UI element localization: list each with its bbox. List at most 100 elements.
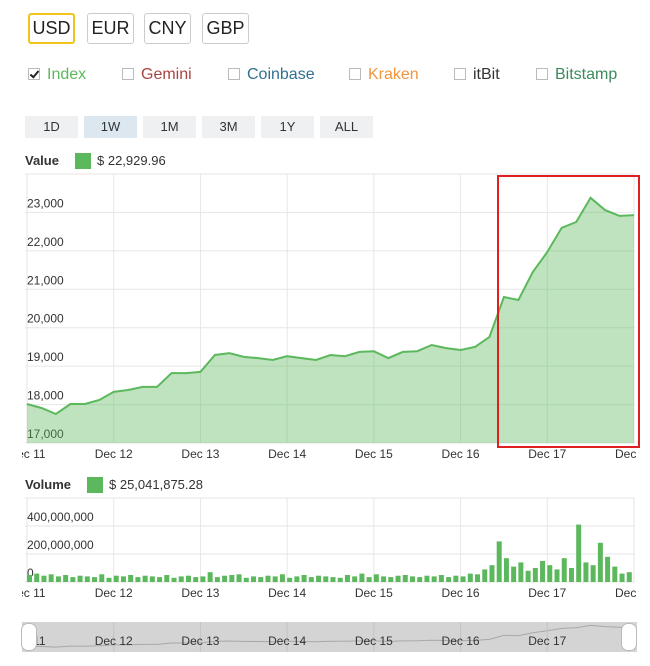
range-button[interactable]: 1Y (261, 116, 314, 138)
navigator-line (26, 624, 635, 648)
checkbox[interactable] (28, 68, 40, 80)
bar (207, 572, 213, 582)
navigator-handle[interactable] (621, 623, 637, 651)
x-tick-label: Dec 17 (528, 447, 566, 461)
range-button[interactable]: 1W (84, 116, 137, 138)
x-tick-label: Dec 18 (615, 586, 637, 600)
bar (496, 541, 502, 582)
bar (294, 576, 300, 582)
bar (77, 575, 83, 582)
bar (251, 576, 257, 582)
bar (135, 577, 141, 582)
legend-value: $ 22,929.96 (97, 153, 166, 168)
bar (214, 577, 220, 582)
range-button[interactable]: 1M (143, 116, 196, 138)
bar (482, 569, 488, 582)
checkbox[interactable] (454, 68, 466, 80)
exchange-label[interactable]: Gemini (141, 66, 192, 83)
bar (417, 577, 423, 582)
value-legend: Value (25, 153, 59, 169)
bar (258, 577, 264, 582)
checkbox[interactable] (228, 68, 240, 80)
currency-button[interactable]: CNY (144, 13, 191, 44)
y-tick-label: 17,000 (27, 427, 64, 441)
bar (467, 573, 473, 582)
bar (583, 562, 589, 582)
navigator-label: Dec 15 (355, 634, 393, 648)
legend-name: Value (25, 153, 59, 168)
legend-swatch (75, 153, 91, 169)
bar (287, 577, 293, 582)
range-button[interactable]: 1D (25, 116, 78, 138)
bar (409, 576, 415, 582)
y-tick-label: 21,000 (27, 273, 64, 287)
currency-button[interactable]: USD (28, 13, 75, 44)
bar (626, 572, 632, 582)
x-tick-label: Dec 13 (181, 447, 219, 461)
legend-name: Volume (25, 477, 71, 492)
bar (453, 575, 459, 582)
bar (395, 575, 401, 582)
bar (236, 574, 242, 582)
exchange-label[interactable]: Kraken (368, 66, 419, 83)
x-tick-label: Dec 11 (22, 586, 46, 600)
bar (128, 575, 134, 582)
x-tick-label: Dec 16 (442, 447, 480, 461)
exchange-label[interactable]: Coinbase (247, 66, 315, 83)
checkbox[interactable] (349, 68, 361, 80)
exchange-toggle[interactable]: Kraken (349, 66, 419, 84)
bar (84, 576, 90, 582)
exchange-label[interactable]: Index (47, 66, 87, 83)
exchange-toggle[interactable]: Bitstamp (536, 66, 617, 84)
x-tick-label: Dec 12 (95, 447, 133, 461)
bar (193, 577, 199, 582)
bar (63, 575, 69, 582)
bar (178, 576, 184, 582)
exchange-toggle[interactable]: Gemini (122, 66, 192, 84)
bar (532, 568, 538, 582)
area (27, 197, 634, 443)
currency-button[interactable]: EUR (87, 13, 134, 44)
bar (503, 558, 509, 582)
bar (475, 574, 481, 582)
exchange-toggle[interactable]: Index (28, 66, 86, 84)
legend-value: $ 25,041,875.28 (109, 477, 203, 492)
currency-button[interactable]: GBP (202, 13, 249, 44)
x-tick-label: Dec 13 (181, 586, 219, 600)
exchange-toggle[interactable]: Coinbase (228, 66, 315, 84)
bar (185, 575, 191, 582)
bar (540, 561, 546, 582)
navigator-band (22, 622, 637, 652)
bar (27, 575, 32, 582)
bar (337, 577, 343, 582)
range-button[interactable]: 3M (202, 116, 255, 138)
bar (323, 576, 329, 582)
bar (446, 577, 452, 582)
bar (352, 576, 358, 582)
range-button[interactable]: ALL (320, 116, 373, 138)
bar (619, 573, 625, 582)
bar (561, 558, 567, 582)
bar (381, 576, 387, 582)
bar (344, 575, 350, 582)
exchange-toggle[interactable]: itBit (454, 66, 500, 84)
bar (229, 575, 235, 582)
bar (431, 576, 437, 582)
exchange-label[interactable]: Bitstamp (555, 66, 618, 83)
checkbox[interactable] (536, 68, 548, 80)
bar (424, 575, 430, 582)
bar (366, 577, 372, 582)
checkbox[interactable] (122, 68, 134, 80)
bar (568, 568, 574, 582)
bar (113, 575, 119, 582)
bar (554, 569, 560, 582)
bar (438, 575, 444, 582)
exchange-label[interactable]: itBit (473, 66, 500, 83)
navigator-handle[interactable] (21, 623, 37, 651)
bar (525, 570, 531, 582)
bar (605, 556, 611, 582)
bar (70, 577, 76, 582)
value-chart: 17,000 18,000 19,000 20,000 21,000 22,000 23,0… (22, 173, 637, 461)
bar (149, 576, 155, 582)
